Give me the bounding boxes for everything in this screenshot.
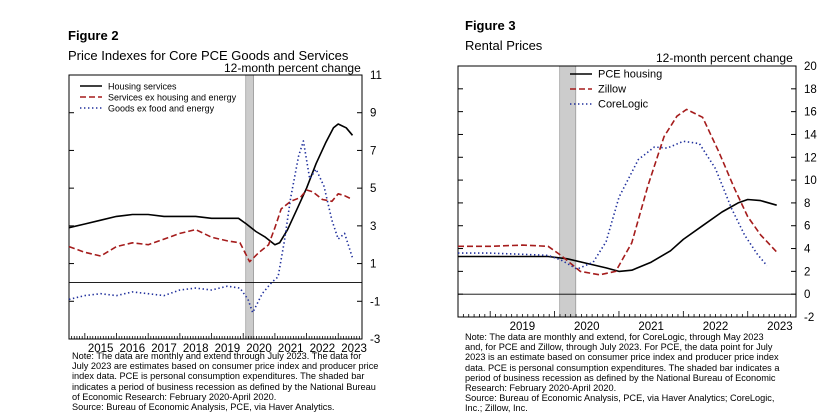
y-tick-label: 18	[804, 84, 817, 96]
x-tick-label: 2022	[703, 321, 729, 333]
series-line-pce-housing	[458, 198, 777, 273]
x-tick-label: 2022	[310, 343, 336, 355]
figure-2-note: Note: The data are monthly and extend th…	[72, 351, 379, 413]
figure-3-note: Note: The data are monthly and extend, f…	[465, 332, 780, 414]
legend-label: CoreLogic	[598, 99, 649, 111]
recession-bar	[245, 74, 254, 340]
x-tick-label: 2020	[246, 343, 272, 355]
x-tick-label: 2021	[638, 321, 664, 333]
figure-3-chart: -2 0 2 4 6 8 10 12 14 16 18 20 2019 2020 2021 2022 2023 P…	[457, 61, 817, 333]
y-tick-label: 0	[804, 289, 810, 301]
figure-2-panel: Figure 2 Price Indexes for Core PCE Good…	[68, 28, 382, 413]
x-tick-label: 2023	[341, 343, 367, 355]
y-tick-label: 3	[370, 221, 376, 233]
legend-label: Housing services	[108, 82, 177, 92]
y-tick-label: 6	[804, 221, 810, 233]
recession-bar	[559, 65, 577, 318]
y-tick-label: 2	[804, 266, 810, 278]
x-tick-label: 2020	[574, 321, 600, 333]
series-line-services-ex-housing-and-energy	[68, 189, 353, 263]
series-line-zillow	[458, 108, 778, 276]
x-tick-label: 2017	[151, 343, 177, 355]
y-tick-label: -2	[804, 312, 814, 324]
figure-2-title: Price Indexes for Core PCE Goods and Ser…	[68, 48, 349, 63]
y-tick-label: 20	[804, 61, 817, 73]
series-line-housing-services	[68, 123, 354, 246]
x-tick-label: 2019	[510, 321, 536, 333]
figure-2-chart: -3 -1 1 3 5 7 9 11 2015 2016 2017 2018 2019 2020 2021 2…	[68, 70, 382, 355]
figure-2-label: Figure 2	[68, 28, 119, 43]
y-tick-label: 9	[370, 108, 376, 120]
y-tick-label: 16	[804, 107, 817, 119]
figure-3-title: Rental Prices	[465, 38, 543, 53]
y-tick-label: 7	[370, 145, 376, 157]
y-tick-label: -1	[370, 296, 380, 308]
figure-3-panel: Figure 3 Rental Prices 12-month percent …	[420, 0, 839, 420]
plot-frame	[68, 74, 363, 340]
y-tick-label: 10	[804, 175, 817, 187]
y-tick-label: 4	[804, 244, 811, 256]
y-tick-label: 14	[804, 129, 817, 141]
y-tick-label: 11	[370, 70, 382, 82]
figure-3-unit-label: 12-month percent change	[656, 51, 793, 65]
y-tick-label: 1	[370, 259, 376, 271]
figure-2-unit-label: 12-month percent change	[224, 61, 361, 75]
x-tick-label: 2023	[767, 321, 793, 333]
legend-label: Goods ex food and energy	[108, 104, 215, 114]
y-tick-label: 8	[804, 198, 810, 210]
y-tick-label: -3	[370, 334, 380, 346]
x-tick-label: 2019	[215, 343, 241, 355]
legend-label: Services ex housing and energy	[108, 93, 237, 103]
y-tick-label: 12	[804, 152, 817, 164]
x-tick-label: 2018	[183, 343, 209, 355]
series-line-goods-ex-food-and-energy	[68, 140, 354, 314]
series-line-corelogic	[458, 140, 768, 270]
legend-label: Zillow	[598, 84, 626, 96]
x-tick-label: 2015	[88, 343, 114, 355]
y-tick-label: 5	[370, 183, 376, 195]
x-tick-label: 2021	[278, 343, 304, 355]
plot-frame	[457, 65, 797, 318]
figure-3-label: Figure 3	[465, 18, 516, 33]
x-tick-label: 2016	[120, 343, 146, 355]
legend-label: PCE housing	[598, 69, 662, 81]
